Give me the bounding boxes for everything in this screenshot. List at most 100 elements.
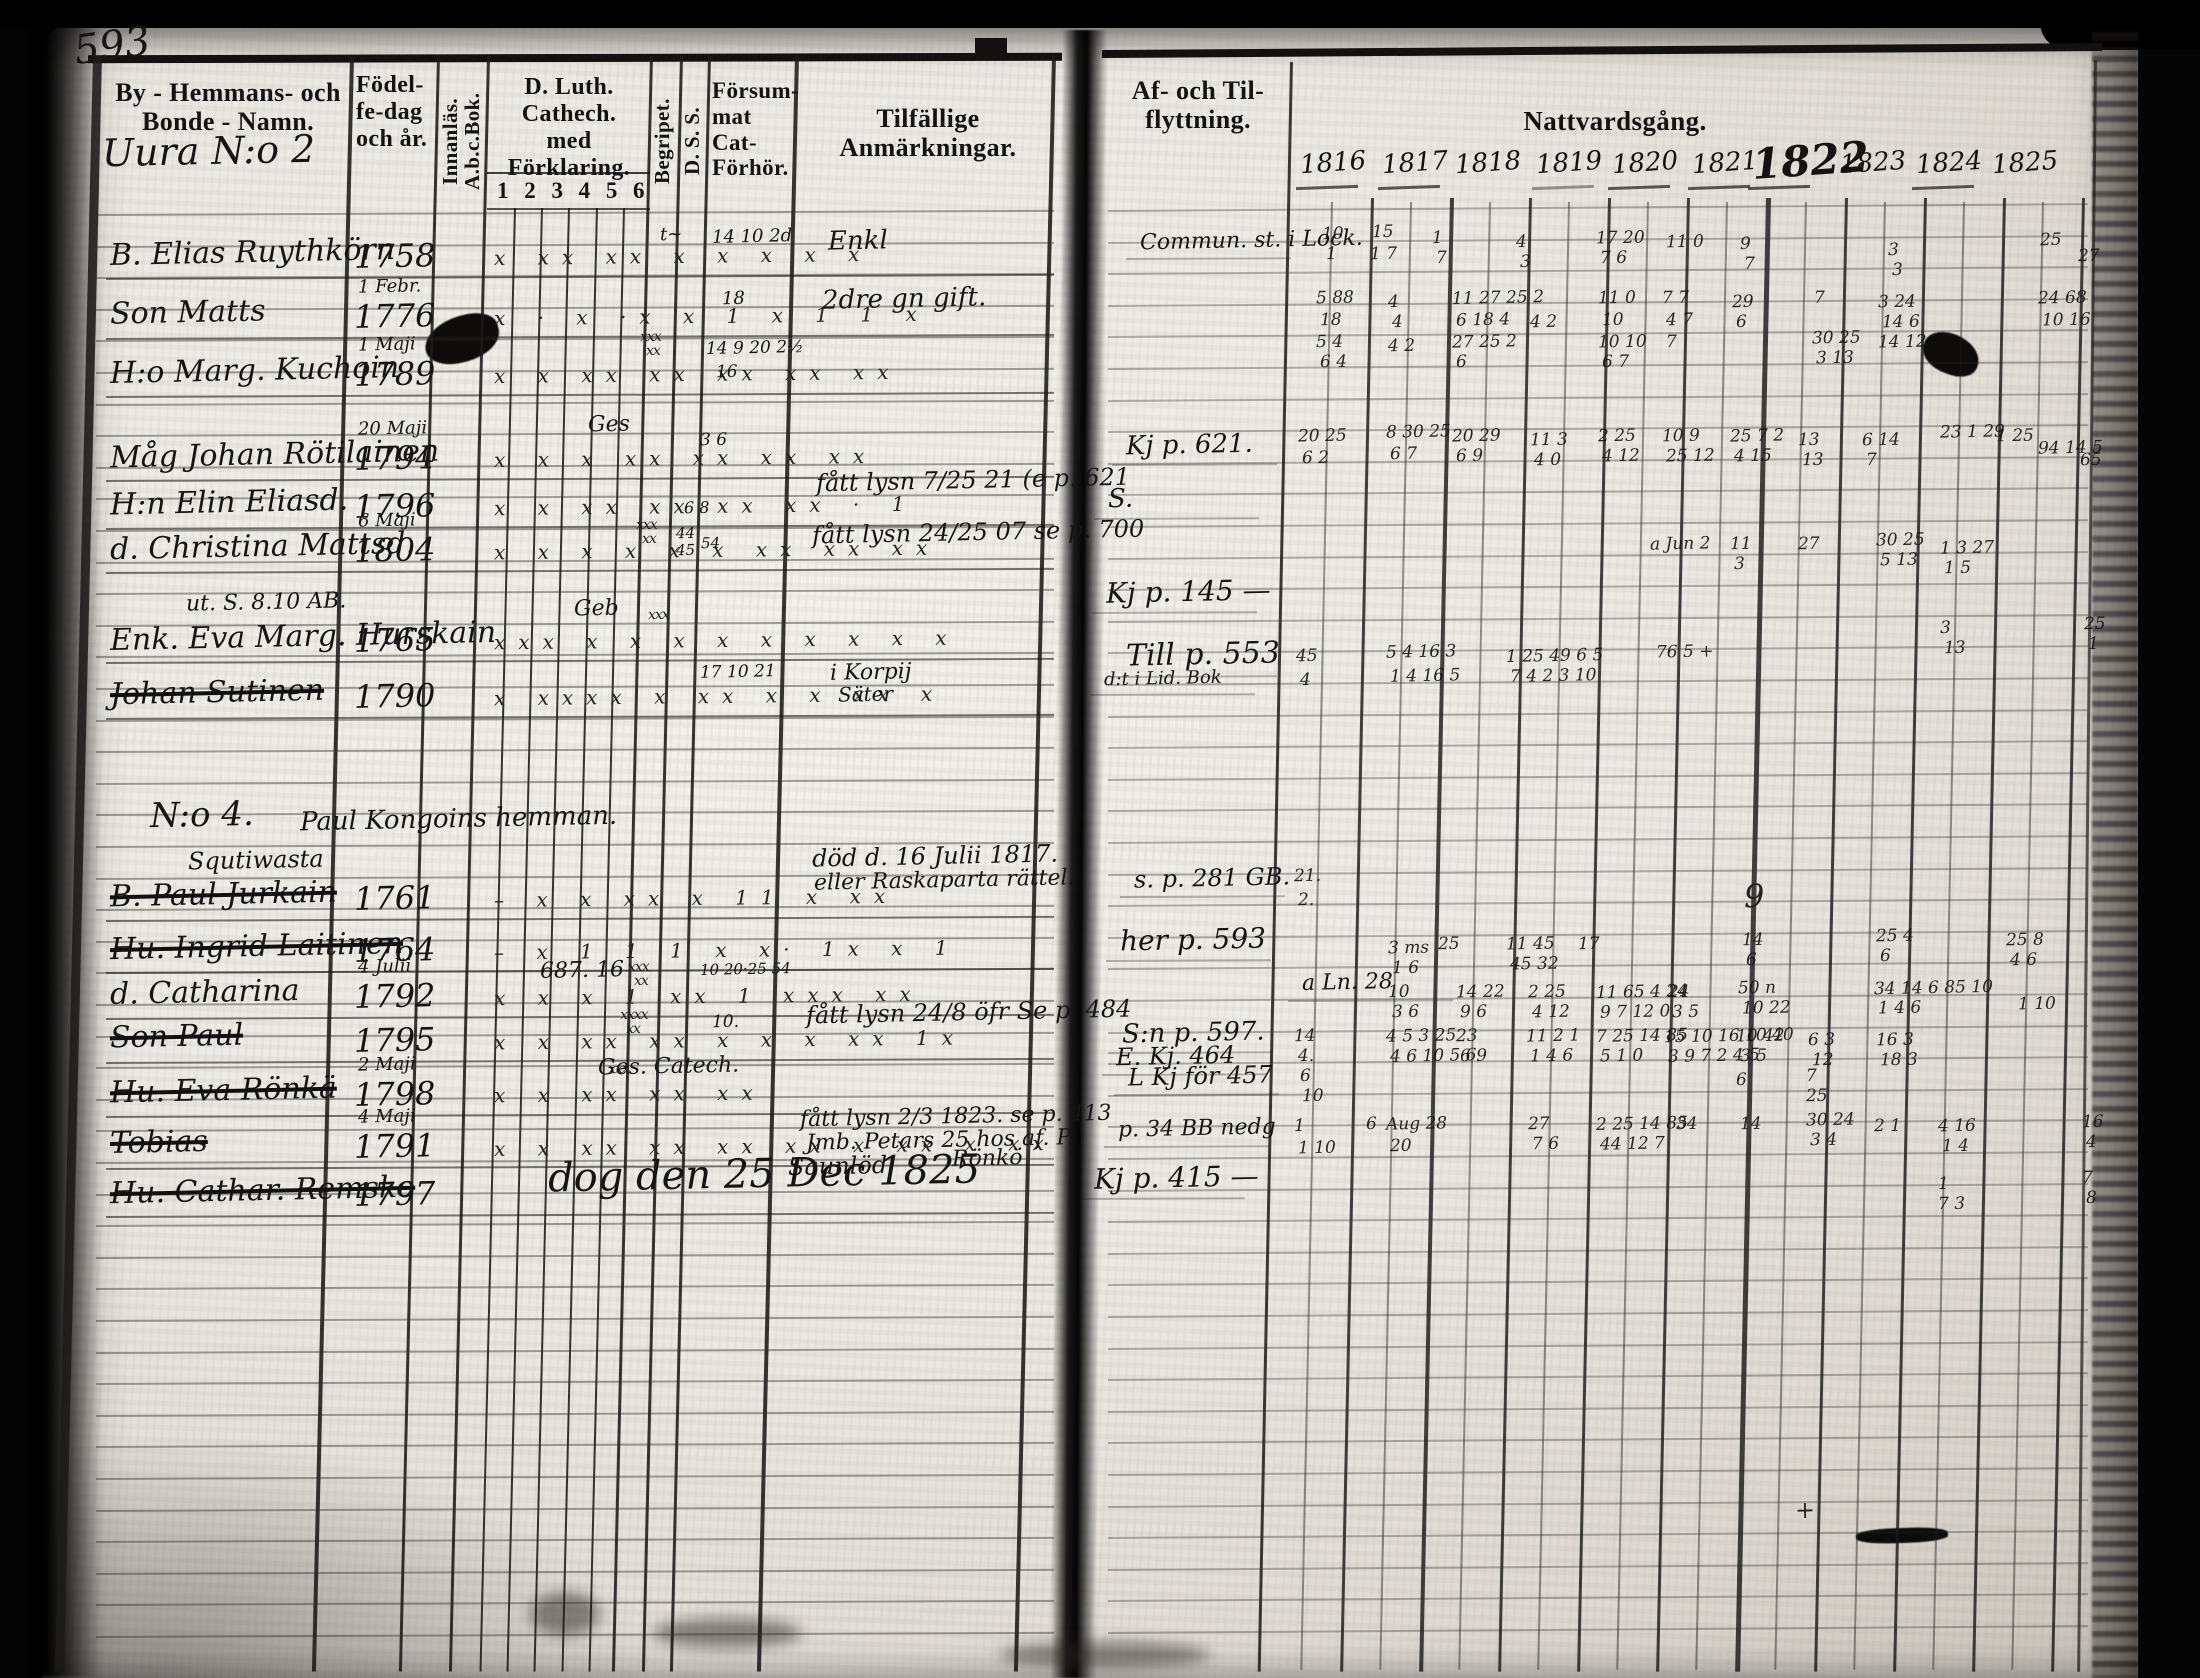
communion-count: 1 — [1325, 243, 1338, 265]
communion-count: 7 7 — [1661, 287, 1690, 309]
communion-count: 9 — [1743, 876, 1765, 916]
communion-count: 24 — [1667, 981, 1690, 1003]
annotation: xx — [625, 1020, 640, 1038]
communion-count: 65 — [2079, 449, 2102, 471]
communion-count: 14 — [1739, 1113, 1762, 1135]
catechism-marks: x x x xx xx xx xx — [493, 443, 878, 473]
entry-birth-year: 1804 — [353, 530, 436, 570]
header-dss: D. S. S. — [680, 107, 704, 175]
communion-count: 14 22 — [1455, 981, 1505, 1003]
communion-count: 1 25 49 6 5 — [1505, 644, 1604, 668]
year-label: 1820 — [1611, 145, 1680, 181]
entry-birth-date: 2 Maji — [357, 1053, 416, 1076]
year-label: 1823 — [1839, 145, 1908, 181]
page-stack-edge — [2092, 26, 2138, 1678]
communion-count: 25 8 — [2005, 929, 2045, 951]
communion-count: 3 — [1887, 239, 1900, 261]
header-flyttning: Af- och Til- flyttning. — [1131, 76, 1265, 135]
communion-count: 7 6 — [1599, 247, 1628, 269]
communion-count: 18 3 — [1879, 1049, 1919, 1071]
communion-count: 4 — [1391, 311, 1404, 333]
communion-count: 44 12 7 — [1599, 1133, 1666, 1155]
header-read-abcbok: A.b.c.Bok. — [460, 92, 484, 190]
communion-count: 30 24 — [1805, 1109, 1855, 1131]
communion-count: 6 — [1365, 1113, 1378, 1135]
communion-count: 5 1 0 — [1599, 1045, 1644, 1067]
catechism-col-number: 5 — [605, 178, 618, 203]
communion-count: 14 12 — [1877, 331, 1927, 353]
header-forsummat: Försum- mat Cat- Förhör. — [712, 78, 800, 181]
catechism-marks: x x xx xx xx xx xx — [493, 359, 902, 389]
catechism-col-number: 1 — [497, 178, 509, 203]
communion-count: 7 — [2081, 1167, 2094, 1189]
header-catechism: D. Luth. Cathech. med Förklaring. — [507, 74, 631, 181]
communion-count: 5 13 — [1879, 549, 1919, 571]
annotation: xx — [645, 342, 660, 360]
annotation: 3 6 — [699, 429, 728, 451]
communion-count: 10 16 — [2041, 309, 2091, 331]
communion-count: 7 — [1743, 253, 1756, 275]
communion-count: 6 4 — [1319, 351, 1348, 373]
communion-count: 4 — [2085, 1131, 2098, 1153]
communion-count: 27 25 2 — [1451, 331, 1518, 353]
year-label: 1816 — [1299, 145, 1368, 181]
annotation: Squtiwasta — [187, 844, 324, 876]
migration-note: d:t i Lid. Bok — [1103, 666, 1222, 691]
communion-count: a Jun 2 — [1649, 533, 1711, 555]
communion-count: 25 — [2083, 613, 2106, 635]
communion-count: 6 — [1735, 311, 1748, 333]
annotation: Säter — [837, 681, 894, 707]
migration-note: Kj p. 145 — — [1105, 573, 1271, 610]
entry-name: B. Paul Jurkain — [109, 874, 338, 915]
annotation: xxx — [647, 606, 669, 624]
communion-count: 25 12 — [1665, 445, 1715, 467]
communion-count: 4 12 — [1531, 1001, 1571, 1023]
communion-count: 11 3 — [1529, 429, 1569, 451]
annotation: 44 — [675, 523, 696, 543]
year-label: 1817 — [1381, 145, 1450, 181]
communion-count: 6 9 — [1455, 445, 1484, 467]
migration-note: p. 34 BB nedg — [1117, 1114, 1276, 1143]
entry-name: B. Elias Ruythkörn — [109, 232, 396, 273]
communion-count: 7 — [1805, 1065, 1818, 1087]
communion-count: 1 4 6 — [1529, 1045, 1574, 1067]
communion-count: 4 0 — [1533, 449, 1562, 471]
annotation: 17 10 21 — [699, 661, 776, 683]
communion-count: 7 — [1865, 449, 1878, 471]
annotation: 10 20·25 54 — [699, 959, 791, 979]
migration-note: Kj p. 621. — [1125, 428, 1254, 462]
communion-count: 14 — [1293, 1025, 1316, 1047]
entry-birth-year: 1791 — [353, 1126, 436, 1166]
communion-count: 45 — [1295, 645, 1318, 667]
communion-count: 17 — [1577, 933, 1600, 955]
communion-count: 1 — [1293, 1115, 1306, 1137]
communion-count: 11 0 — [1665, 231, 1705, 253]
annotation: 10. — [711, 1011, 740, 1033]
entry-name: Son Paul — [109, 1017, 244, 1056]
communion-count: 1 3 27 — [1939, 537, 1995, 559]
communion-count: 1 4 16 5 — [1389, 665, 1461, 687]
entry-birth-year: 1789 — [353, 354, 436, 394]
catechism-col-number: 4 — [578, 178, 591, 203]
communion-count: 4 2 — [1529, 311, 1558, 333]
communion-count: 25 — [1805, 1085, 1828, 1107]
header-nattvardsgang: Nattvardsgång. — [1523, 106, 1707, 136]
migration-note: a Ln. 28 — [1301, 969, 1394, 996]
communion-count: 30 25 — [1875, 529, 1925, 551]
communion-count: 4 16 — [1937, 1115, 1977, 1137]
communion-count: 6 2 — [1301, 447, 1330, 469]
communion-count: 10 42 — [1735, 1025, 1785, 1047]
communion-count: 8 — [2085, 1187, 2098, 1209]
entry-name: Tobias — [109, 1123, 209, 1162]
annotation: Enkl — [827, 225, 889, 257]
year-label: 1825 — [1991, 145, 2060, 181]
communion-count: 14 — [1741, 929, 1764, 951]
communion-count: 29 — [1731, 291, 1754, 313]
communion-count: 25 4 — [1875, 925, 1915, 947]
communion-count: 3 13 — [1815, 347, 1855, 369]
communion-count: 5 4 — [1315, 331, 1344, 353]
catechism-col-number: 2 — [524, 178, 537, 203]
communion-count: 16 — [2081, 1111, 2104, 1133]
communion-count: 30 25 — [1811, 327, 1861, 349]
catechism-marks: x xx xx x x x x x — [493, 242, 873, 270]
